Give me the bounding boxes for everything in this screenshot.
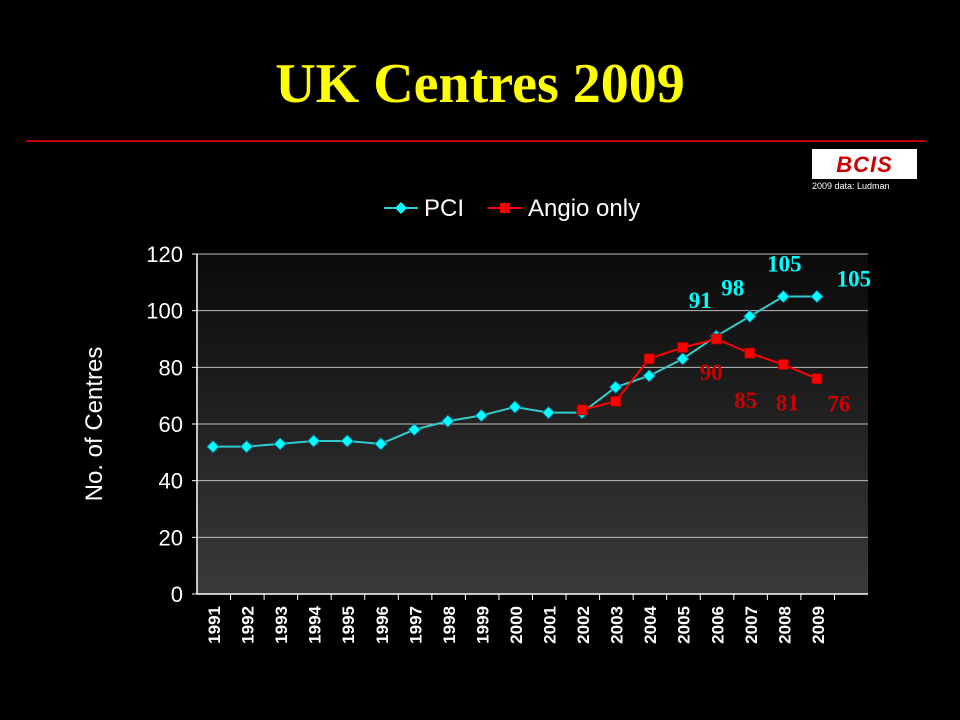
y-tick-label: 40: [159, 469, 183, 494]
x-tick-label: 2009: [809, 606, 828, 644]
x-tick-label: 1996: [373, 606, 392, 644]
data-label: 76: [827, 392, 850, 417]
data-label: 105: [837, 267, 872, 292]
x-tick-label: 2008: [775, 606, 794, 644]
pci-point: [340, 434, 354, 448]
pci-point: [374, 437, 388, 451]
x-tick-label: 1992: [239, 606, 258, 644]
pci-point: [307, 434, 321, 448]
x-tick-label: 2002: [574, 606, 593, 644]
bcis-logo: BCIS: [812, 149, 917, 179]
data-source-note: 2009 data: Ludman: [812, 181, 890, 191]
angio-point: [576, 404, 588, 416]
pci-point: [743, 309, 757, 323]
data-label: 90: [700, 360, 723, 385]
x-tick-label: 2005: [675, 606, 694, 644]
angio-point: [811, 373, 823, 385]
angio-point: [777, 359, 789, 370]
angio-point: [643, 353, 655, 365]
x-tick-label: 1994: [306, 605, 325, 643]
pci-point: [239, 440, 254, 454]
angio-point: [710, 333, 722, 345]
series-line-angio-only: [581, 337, 818, 411]
data-label: 81: [776, 391, 799, 416]
x-tick-label: 1999: [473, 606, 492, 644]
y-tick-label: 80: [159, 355, 183, 380]
pci-point: [541, 406, 556, 420]
x-tick-label: 2004: [641, 605, 660, 643]
pci-point: [776, 289, 790, 304]
data-label: 85: [734, 388, 757, 413]
y-axis-title: No. of Centres: [81, 347, 108, 502]
pci-point: [407, 423, 421, 437]
x-tick-label: 2000: [507, 606, 526, 644]
pci-point: [273, 437, 287, 451]
data-label: 98: [721, 275, 744, 300]
legend-angio-marker: [500, 203, 510, 213]
x-tick-label: 1993: [272, 606, 291, 644]
data-label: 105: [767, 252, 802, 277]
x-tick-label: 1991: [205, 606, 224, 644]
bcis-logo-text: BCIS: [836, 152, 893, 177]
x-tick-label: 2001: [541, 606, 560, 644]
pci-point: [441, 414, 455, 428]
slide-title: UK Centres 2009: [275, 53, 685, 115]
legend-label: PCI: [424, 195, 464, 222]
data-label: 91: [689, 288, 712, 313]
angio-point: [744, 347, 756, 359]
angio-point: [677, 342, 689, 353]
angio-point: [610, 395, 621, 407]
pci-point: [676, 352, 690, 366]
y-tick-label: 120: [146, 242, 183, 267]
y-tick-label: 60: [159, 412, 183, 437]
legend-pci-marker: [395, 202, 407, 214]
x-tick-label: 1995: [339, 606, 358, 644]
x-tick-label: 1997: [406, 606, 425, 644]
legend-label: Angio only: [528, 195, 640, 222]
x-tick-label: 2007: [742, 606, 761, 644]
y-tick-label: 100: [146, 299, 183, 324]
pci-point: [206, 440, 220, 454]
pci-point: [508, 400, 522, 414]
x-tick-label: 1998: [440, 606, 459, 644]
pci-point: [474, 408, 488, 423]
y-tick-label: 0: [171, 582, 183, 607]
x-tick-label: 2006: [708, 606, 727, 644]
pci-point: [810, 289, 824, 304]
pci-point: [609, 380, 623, 394]
title-divider: [26, 140, 926, 142]
y-tick-label: 20: [159, 525, 183, 550]
x-tick-label: 2003: [608, 606, 627, 644]
pci-point: [642, 369, 656, 383]
